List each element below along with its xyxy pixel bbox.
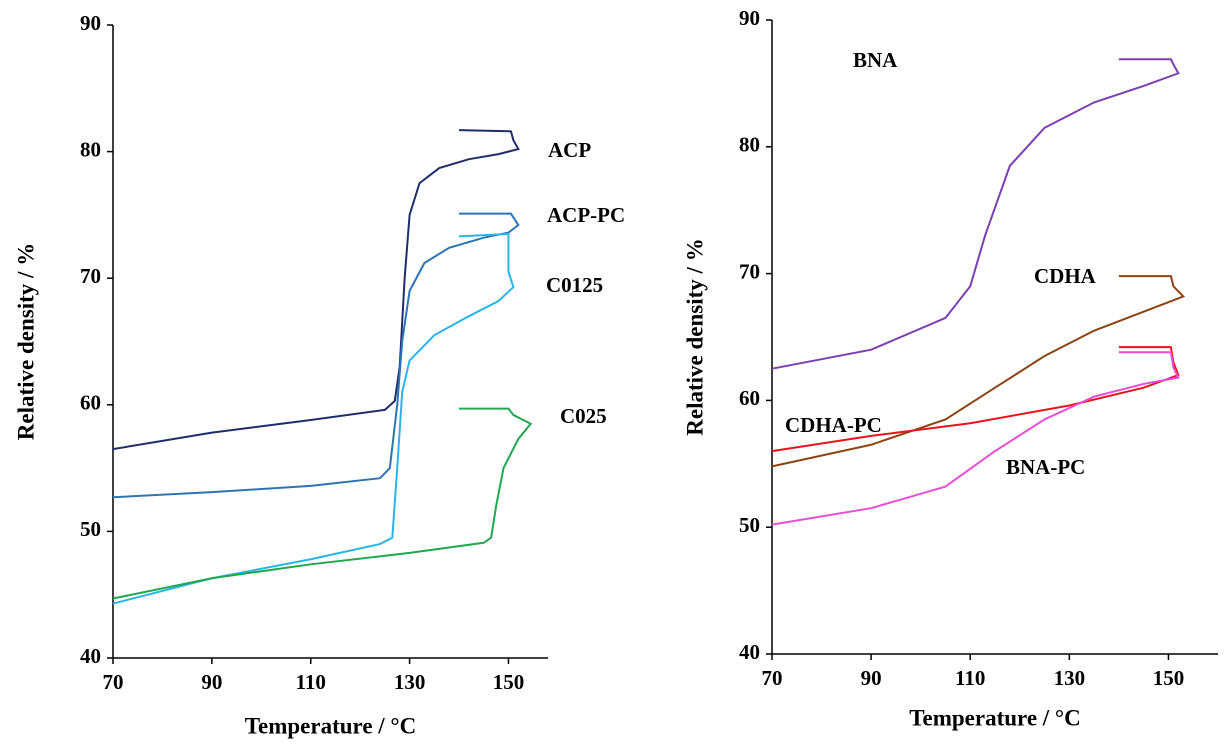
data-line	[112, 407, 533, 600]
y-tick-label: 60	[80, 391, 101, 415]
series-label: CDHA-PC	[785, 413, 882, 437]
y-axis-title: Relative density / %	[682, 238, 707, 435]
series-label: BNA-PC	[1006, 455, 1085, 479]
x-axis-title: Temperature / °C	[909, 705, 1080, 730]
y-axis-title: Relative density / %	[13, 243, 38, 440]
x-tick-label: 130	[394, 670, 426, 694]
series-label: ACP-PC	[547, 203, 625, 227]
x-tick-label: 70	[762, 666, 783, 690]
data-line	[771, 351, 1180, 526]
x-tick-label: 150	[493, 670, 525, 694]
data-line	[112, 232, 515, 605]
y-tick-label: 60	[739, 386, 760, 410]
data-line	[112, 129, 520, 451]
y-tick-label: 80	[739, 133, 760, 157]
x-tick-label: 130	[1054, 666, 1086, 690]
y-tick-label: 40	[739, 640, 760, 664]
x-tick-label: 90	[861, 666, 882, 690]
series-label: ACP	[548, 138, 591, 162]
y-tick-label: 70	[739, 259, 760, 283]
x-tick-label: 70	[103, 670, 124, 694]
y-tick-label: 70	[80, 264, 101, 288]
x-tick-label: 110	[955, 666, 985, 690]
data-line	[771, 58, 1180, 370]
x-axis-title: Temperature / °C	[245, 713, 416, 738]
series-label: BNA	[853, 48, 898, 72]
series-label: CDHA	[1034, 264, 1097, 288]
y-tick-label: 50	[80, 517, 101, 541]
data-line	[112, 212, 520, 499]
series-label: C0125	[546, 273, 603, 297]
y-tick-label: 90	[739, 6, 760, 30]
x-tick-label: 110	[296, 670, 326, 694]
series-label: C025	[560, 404, 607, 428]
x-tick-label: 90	[201, 670, 222, 694]
y-tick-label: 80	[80, 137, 101, 161]
data-line	[771, 275, 1186, 468]
y-tick-label: 50	[739, 513, 760, 537]
y-tick-label: 40	[80, 644, 101, 668]
y-tick-label: 90	[80, 11, 101, 35]
x-tick-label: 150	[1153, 666, 1185, 690]
